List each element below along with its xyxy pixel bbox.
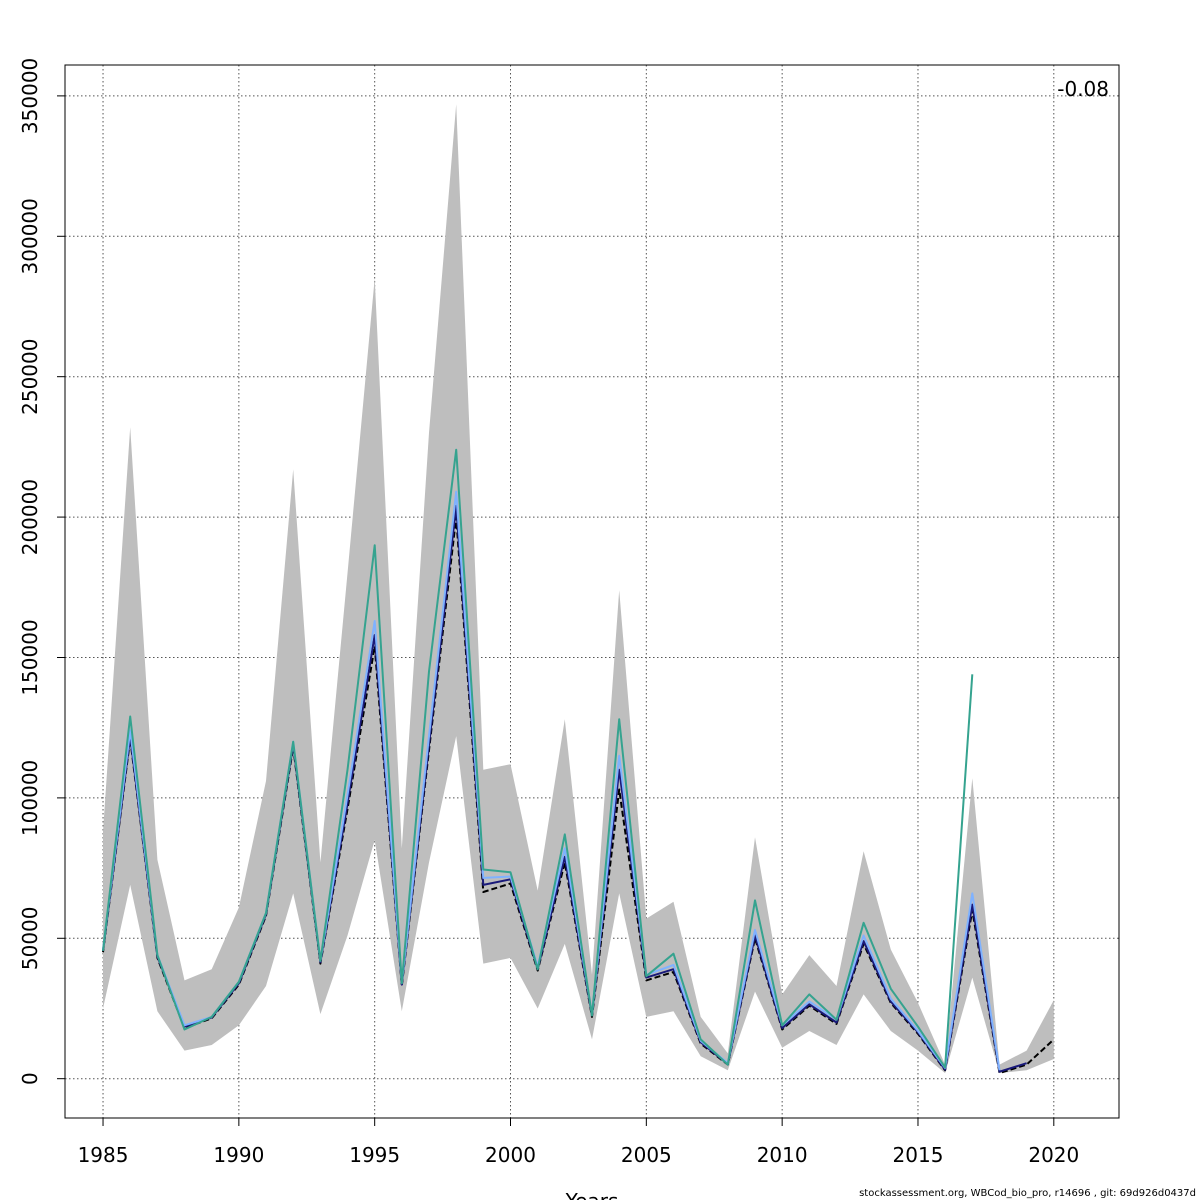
- y-tick-label: 150000: [18, 619, 42, 695]
- series-line-4: [102, 448, 974, 1069]
- y-tick-label: 50000: [18, 906, 42, 970]
- credit-footer: stockassessment.org, WBCod_bio_pro, r146…: [859, 1188, 1196, 1199]
- y-tick-label: 200000: [18, 479, 42, 555]
- x-tick-label: 2010: [757, 1143, 808, 1167]
- x-tick-label: 1985: [78, 1143, 129, 1167]
- y-tick-label: 300000: [18, 198, 42, 274]
- x-tick-label: 2000: [485, 1143, 536, 1167]
- x-tick-label: 2005: [621, 1143, 672, 1167]
- x-axis-label: Years: [565, 1189, 619, 1200]
- x-tick-label: 2015: [893, 1143, 944, 1167]
- plot-frame: [64, 64, 1120, 1119]
- x-tick-label: 1995: [349, 1143, 400, 1167]
- y-tick-label: 100000: [18, 760, 42, 836]
- series-layer: [102, 448, 1055, 1075]
- y-tick-label: 0: [18, 1072, 42, 1085]
- axes: 1985 1990 1995 2000 2005 2010 2015 2020 0 50000 10…: [18, 58, 1120, 1167]
- y-tick-label: 250000: [18, 339, 42, 415]
- x-tick-label: 2020: [1028, 1143, 1079, 1167]
- y-tick-label: 350000: [18, 58, 42, 134]
- x-tick-label: 1990: [213, 1143, 264, 1167]
- chart-annotation: -0.08: [1057, 77, 1109, 101]
